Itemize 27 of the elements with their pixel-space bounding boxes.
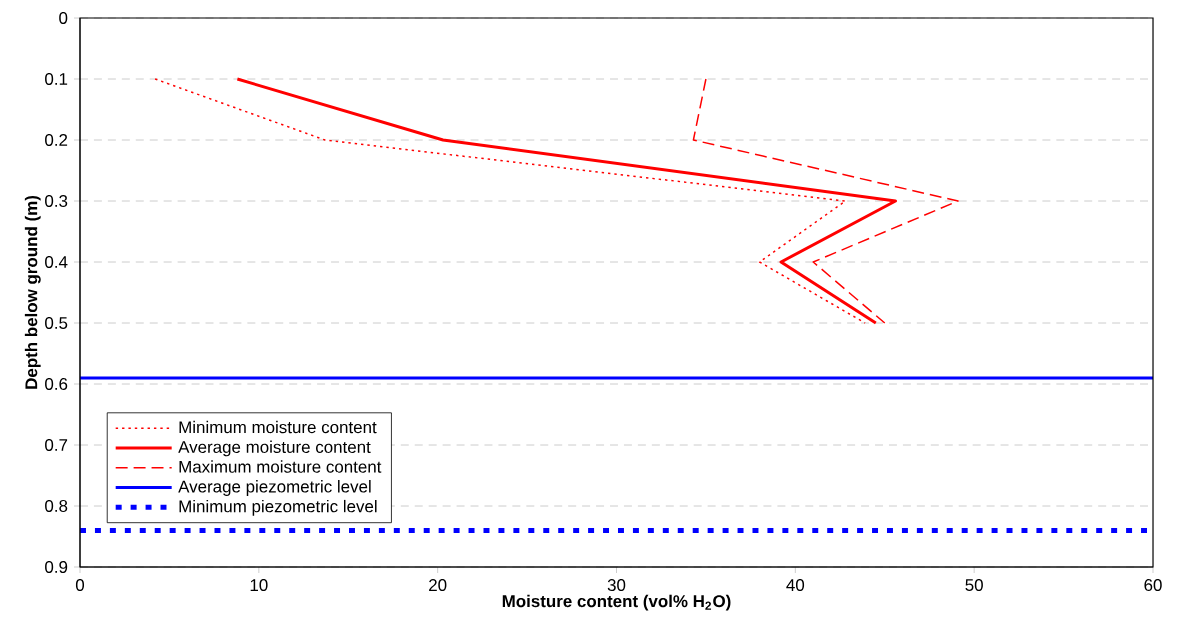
x-axis-title: Moisture content (vol% H$_{2}$O) [502, 594, 731, 611]
x-tick-label: 20 [429, 579, 447, 592]
y-tick-label: 0.6 [45, 378, 68, 390]
legend-label: Minimum moisture content [179, 420, 377, 434]
line-series [235, 77, 897, 325]
line-series [692, 78, 959, 324]
y-tick-label: 0.7 [45, 439, 68, 451]
y-tick-label: 0.8 [45, 500, 68, 512]
x-tick-label: 60 [1144, 579, 1162, 592]
y-axis-title: Depth below ground (m) [24, 195, 41, 389]
x-tick-label: 50 [965, 579, 983, 592]
y-tick-label: 0.9 [45, 561, 68, 573]
y-tick-label: 0.3 [45, 195, 68, 207]
legend-label: Average moisture content [178, 440, 371, 457]
y-tick-label: 0.2 [45, 134, 68, 146]
y-tick-label: 0.5 [45, 317, 68, 329]
x-tick-label: 0 [75, 579, 85, 592]
y-tick-label: 0.1 [45, 73, 68, 85]
legend-label: Average piezometric level [178, 480, 371, 496]
legend-label: Maximum moisture content [179, 460, 382, 473]
x-tick-label: 40 [786, 579, 805, 592]
line-series [154, 78, 866, 324]
x-tick-label: 10 [250, 579, 268, 592]
y-tick-label: 0.4 [45, 256, 68, 268]
x-tick-label: 30 [607, 579, 626, 592]
y-tick-label: 0 [59, 12, 68, 24]
legend-label: Minimum piezometric level [179, 499, 377, 516]
